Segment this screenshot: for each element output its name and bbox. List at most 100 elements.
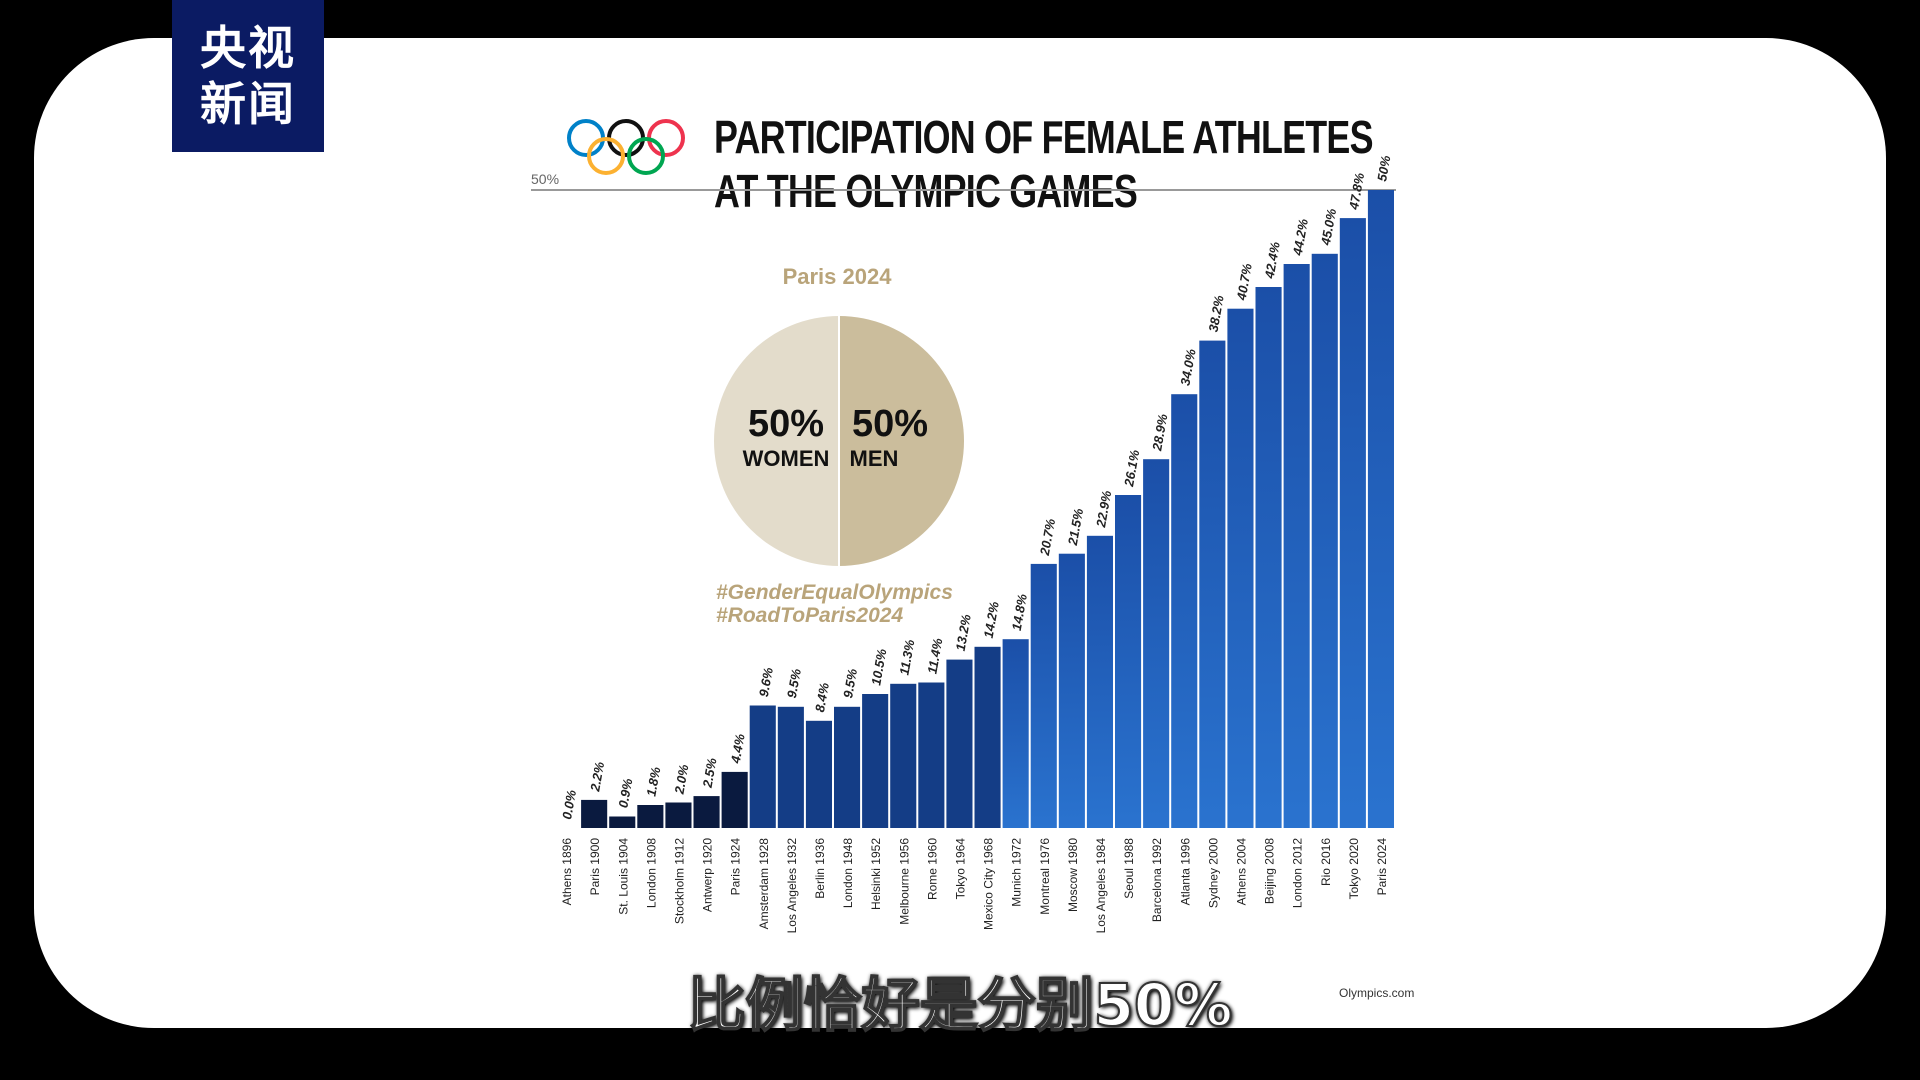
bar-28 xyxy=(1339,218,1366,829)
value-label-6: 4.4% xyxy=(728,732,748,765)
value-label-4: 2.0% xyxy=(671,763,691,796)
value-label-15: 14.2% xyxy=(981,600,1002,639)
value-label-20: 26.1% xyxy=(1121,448,1142,488)
bar-13 xyxy=(918,682,945,828)
category-label-22: Atlanta 1996 xyxy=(1178,838,1192,906)
category-label-17: Montreal 1976 xyxy=(1038,838,1052,915)
value-label-25: 42.4% xyxy=(1262,240,1283,280)
bar-12 xyxy=(890,683,917,828)
value-label-13: 11.4% xyxy=(924,637,945,675)
category-label-24: Athens 2004 xyxy=(1235,838,1249,906)
category-label-0: Athens 1896 xyxy=(560,838,574,906)
bar-21 xyxy=(1143,459,1170,828)
value-label-10: 9.5% xyxy=(840,667,860,699)
bar-9 xyxy=(805,720,832,828)
value-label-19: 22.9% xyxy=(1093,489,1114,529)
category-label-13: Rome 1960 xyxy=(925,838,939,900)
category-label-25: Beijing 2008 xyxy=(1263,838,1277,904)
value-label-12: 11.3% xyxy=(896,638,917,676)
bar-27 xyxy=(1311,253,1338,829)
category-label-1: Paris 1900 xyxy=(588,838,602,896)
pie-men-value: 50% xyxy=(852,403,928,445)
pie-slice-men xyxy=(839,316,964,566)
value-label-1: 2.2% xyxy=(587,760,607,793)
category-label-29: Paris 2024 xyxy=(1375,838,1389,896)
value-label-2: 0.9% xyxy=(615,777,635,809)
bar-11 xyxy=(862,694,889,828)
category-label-8: Los Angeles 1932 xyxy=(785,838,799,934)
value-label-3: 1.8% xyxy=(643,765,663,797)
gender-pie-chart: 50% WOMEN 50% MEN xyxy=(714,316,964,571)
pie-men-label: MEN xyxy=(850,446,899,471)
logo-line-1: 央视 xyxy=(200,21,296,75)
bar-18 xyxy=(1058,553,1085,828)
slide-card: PARTICIPATION OF FEMALE ATHLETES AT THE … xyxy=(34,38,1886,1028)
value-label-9: 8.4% xyxy=(812,681,832,713)
bar-10 xyxy=(834,706,861,828)
bar-19 xyxy=(1086,535,1113,828)
category-label-27: Rio 2016 xyxy=(1319,838,1333,886)
category-label-4: Stockholm 1912 xyxy=(672,838,686,924)
chart-title-line-1: PARTICIPATION OF FEMALE ATHLETES xyxy=(714,111,1374,163)
category-label-12: Melbourne 1956 xyxy=(897,838,911,925)
category-label-2: St. Louis 1904 xyxy=(616,838,630,915)
value-label-0: 0.0% xyxy=(559,788,579,820)
category-label-11: Helsinki 1952 xyxy=(869,838,883,910)
hashtag-gender-equal: #GenderEqualOlympics xyxy=(716,581,953,604)
value-label-14: 13.2% xyxy=(953,613,974,652)
value-label-28: 47.8% xyxy=(1346,171,1367,211)
bar-7 xyxy=(749,705,776,828)
bar-3 xyxy=(637,805,664,828)
bar-1 xyxy=(581,799,608,828)
category-label-20: Seoul 1988 xyxy=(1122,838,1136,899)
category-label-21: Barcelona 1992 xyxy=(1150,838,1164,922)
bar-4 xyxy=(665,802,692,828)
value-label-18: 21.5% xyxy=(1065,507,1086,547)
pie-slice-women xyxy=(714,316,839,566)
value-label-24: 40.7% xyxy=(1234,262,1255,302)
bar-16 xyxy=(1002,639,1029,828)
value-label-5: 2.5% xyxy=(700,756,720,789)
cctv-news-logo: 央视 新闻 xyxy=(172,0,324,152)
category-label-14: Tokyo 1964 xyxy=(954,838,968,900)
value-label-21: 28.9% xyxy=(1149,412,1170,452)
value-label-26: 44.2% xyxy=(1290,217,1311,257)
olympic-rings-icon xyxy=(564,116,688,183)
bar-5 xyxy=(693,796,720,828)
value-label-11: 10.5% xyxy=(868,647,889,686)
bar-29 xyxy=(1367,190,1394,828)
bar-2 xyxy=(609,816,636,828)
pie-women-value: 50% xyxy=(748,403,824,445)
bar-22 xyxy=(1171,394,1198,828)
bar-24 xyxy=(1227,308,1254,828)
category-label-28: Tokyo 2020 xyxy=(1347,838,1361,900)
value-label-7: 9.6% xyxy=(756,666,776,698)
value-label-17: 20.7% xyxy=(1037,517,1058,557)
bar-26 xyxy=(1283,264,1310,828)
category-label-15: Mexico City 1968 xyxy=(982,838,996,930)
category-label-26: London 2012 xyxy=(1291,838,1305,908)
bar-8 xyxy=(777,706,804,828)
bar-17 xyxy=(1030,563,1057,828)
category-label-16: Munich 1972 xyxy=(1010,838,1024,907)
bar-23 xyxy=(1199,340,1226,828)
category-label-18: Moscow 1980 xyxy=(1066,838,1080,912)
bar-14 xyxy=(946,659,973,828)
value-label-16: 14.8% xyxy=(1009,592,1030,631)
category-label-5: Antwerp 1920 xyxy=(701,838,715,912)
video-subtitle: 比例恰好是分别50% xyxy=(687,970,1234,1040)
value-label-22: 34.0% xyxy=(1177,347,1198,386)
category-label-6: Paris 1924 xyxy=(729,838,743,896)
bar-20 xyxy=(1115,495,1142,828)
category-label-23: Sydney 2000 xyxy=(1206,838,1220,908)
reference-label-50: 50% xyxy=(531,171,559,187)
value-label-29: 50% xyxy=(1374,154,1393,183)
bar-15 xyxy=(974,646,1001,828)
hashtag-road-to-paris: #RoadToParis2024 xyxy=(716,604,904,627)
value-label-27: 45.0% xyxy=(1318,207,1339,247)
category-label-7: Amsterdam 1928 xyxy=(757,838,771,930)
category-label-19: Los Angeles 1984 xyxy=(1094,838,1108,934)
bar-6 xyxy=(721,771,748,828)
category-label-3: London 1908 xyxy=(644,838,658,908)
